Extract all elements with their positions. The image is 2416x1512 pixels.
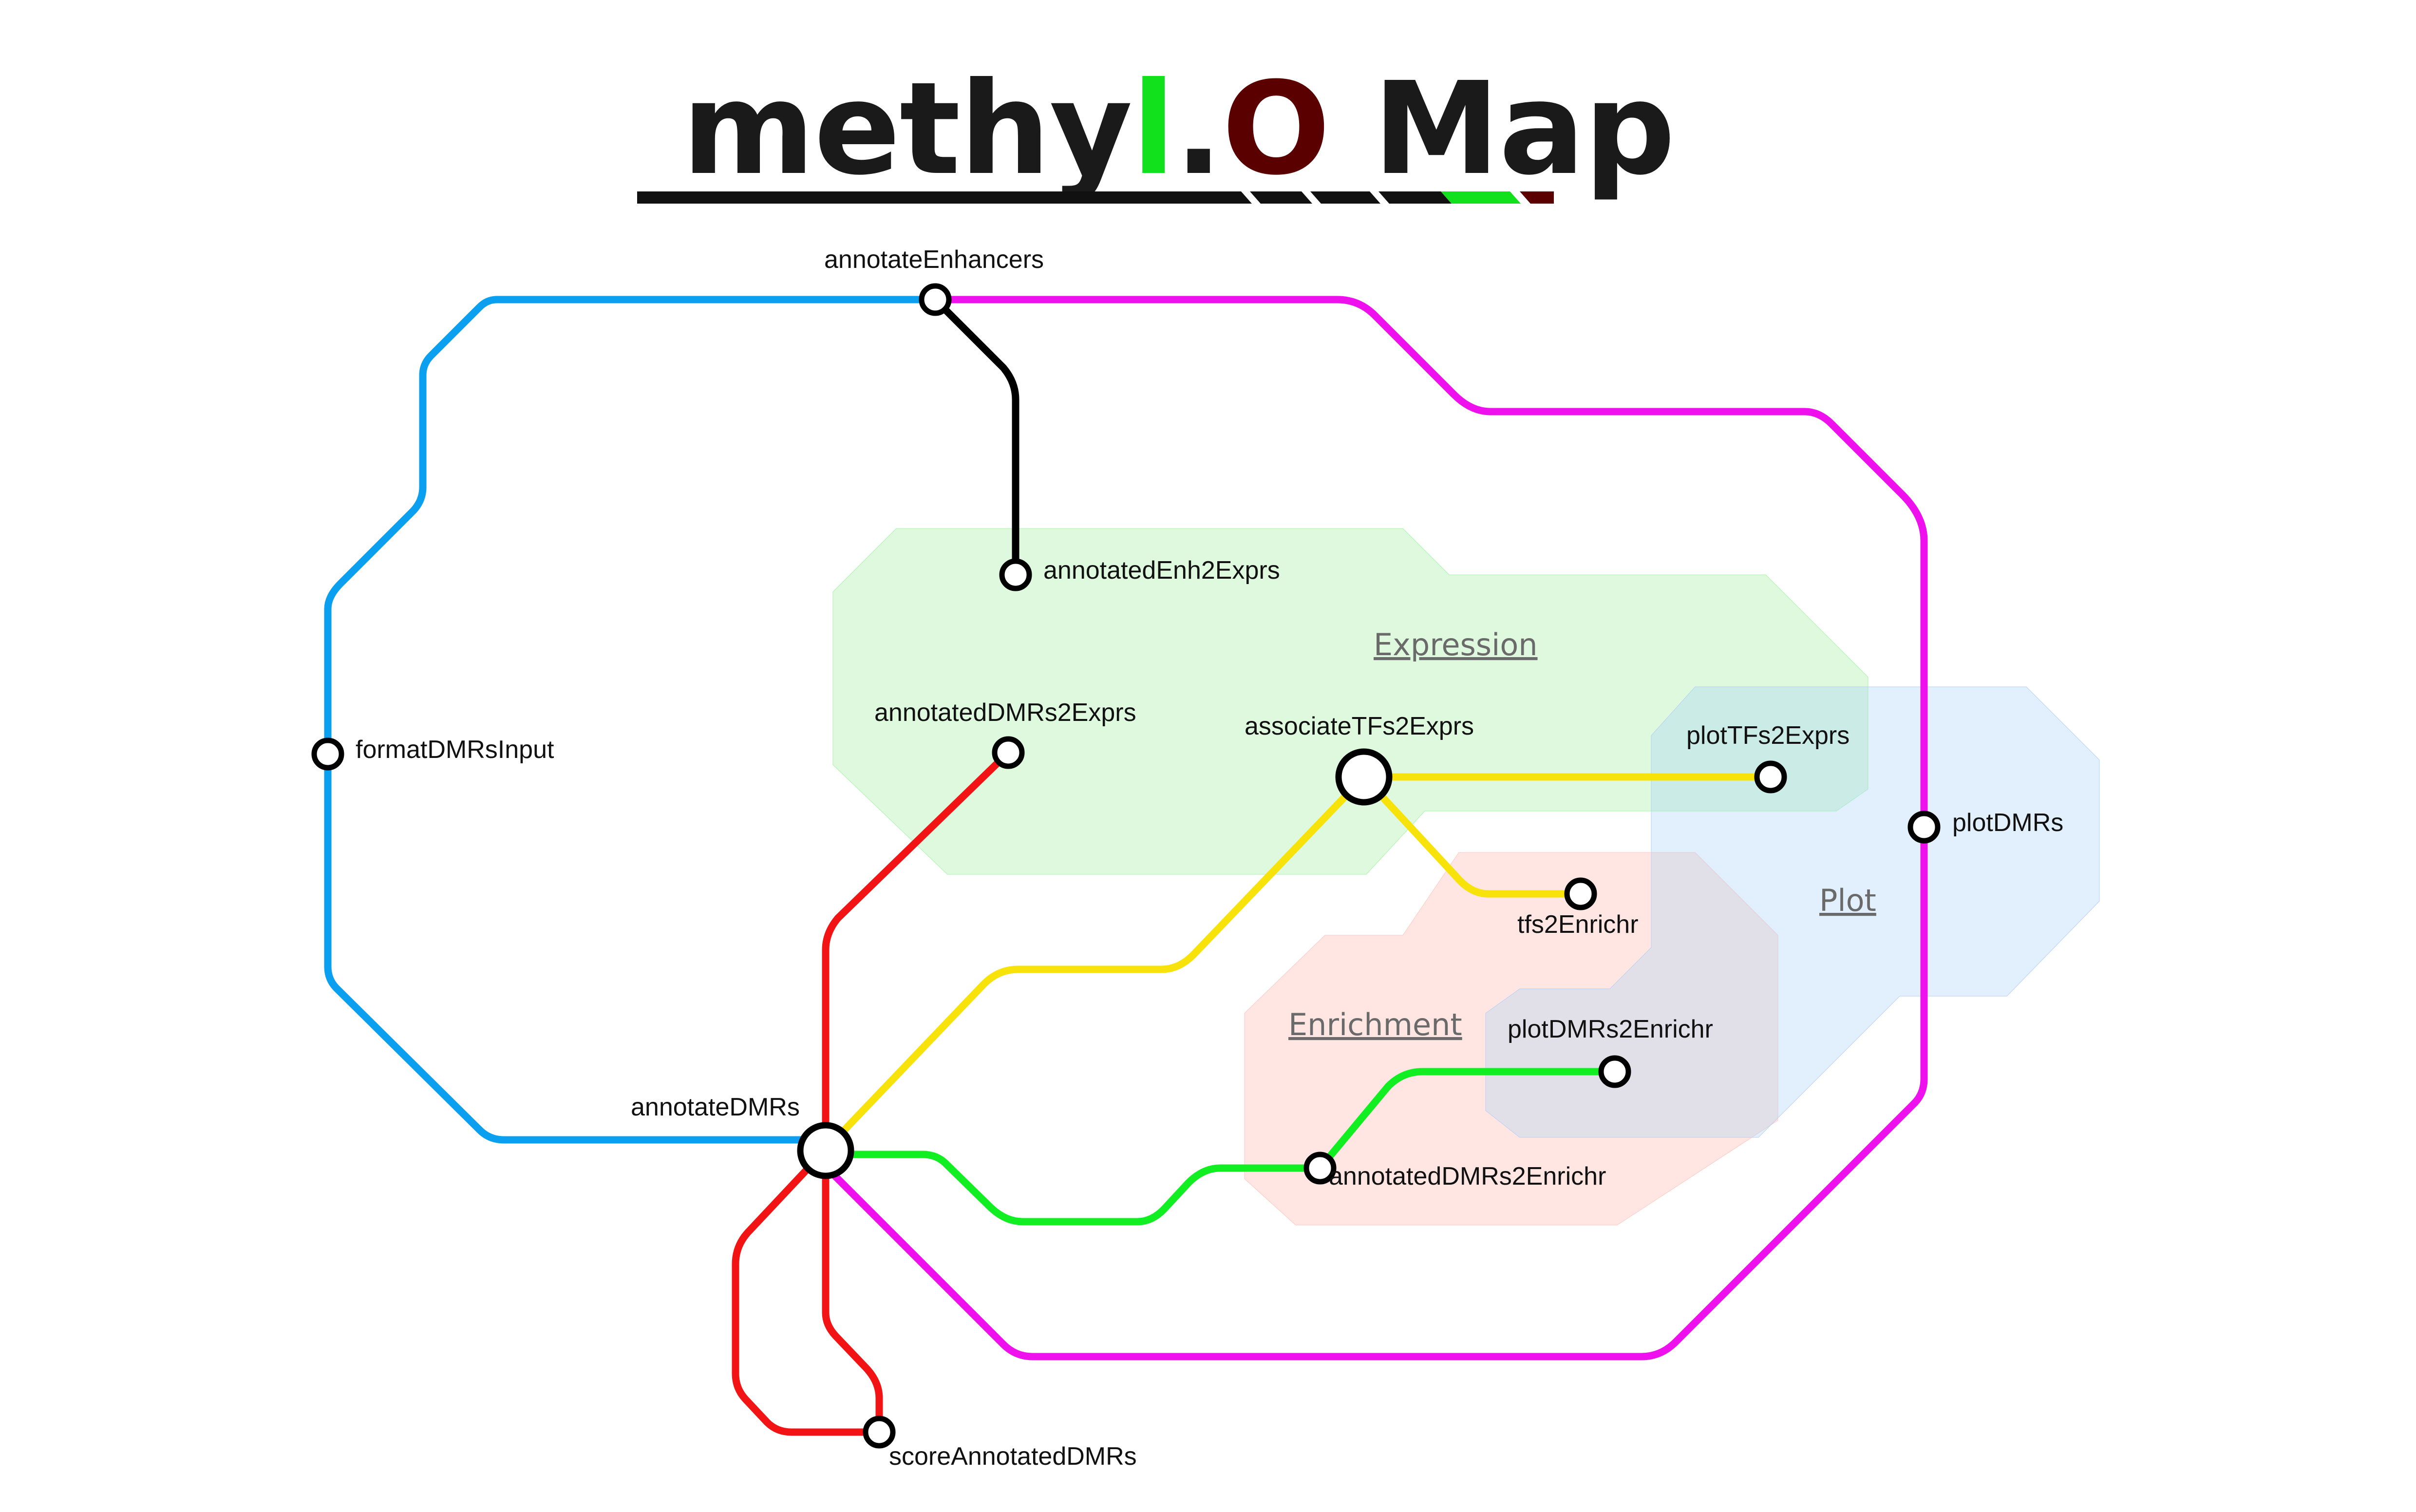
label-score-annotated-dmrs: scoreAnnotatedDMRs [889,1442,1137,1471]
zone-labels: Expression Enrichment Plot [1288,627,1876,1042]
title-part-map: Map [1329,55,1674,203]
line-green-plot [1316,1068,1619,1172]
title-part-l: l [1132,55,1174,203]
title-underline-seg-maroon [1520,191,1554,204]
zone-plot [1485,686,2100,1138]
line-yellow [822,773,1368,1153]
line-red-loop [732,1146,883,1436]
label-associate-tfs2exprs: associateTFs2Exprs [1245,712,1474,740]
label-format-dmrs-input: formatDMRsInput [356,736,554,764]
station-associate-tfs2exprs[interactable] [1335,748,1393,806]
title-part-methy: methy [682,55,1132,203]
zone-enrichment [1244,852,1778,1226]
station-annotate-enhancers[interactable] [919,283,952,316]
station-annotated-dmrs2enrichr[interactable] [1303,1152,1337,1185]
station-annotate-dmrs[interactable] [797,1122,854,1179]
zone-label-expression: Expression [1374,627,1538,662]
station-plot-dmrs2enrichr[interactable] [1598,1055,1631,1088]
zone-expression [832,528,1869,875]
title-part-o: O [1222,55,1330,203]
zones [832,528,2100,1226]
title-underline-seg-1 [637,191,1252,204]
line-yellow-enrichr [1360,773,1585,898]
station-plot-tfs2exprs[interactable] [1754,760,1787,794]
station-annotated-enh2exprs[interactable] [999,558,1032,591]
stations [311,283,1941,1449]
label-plot-dmrs: plotDMRs [1952,809,2063,837]
label-plot-dmrs2enrichr: plotDMRs2Enrichr [1508,1015,1713,1043]
map-title: methyl.O Map [637,55,1676,204]
label-annotated-dmrs2enrichr: annotatedDMRs2Enrichr [1329,1162,1606,1191]
station-plot-dmrs[interactable] [1907,811,1941,844]
title-text: methyl.O Map [682,55,1675,203]
station-annotated-dmrs2exprs[interactable] [992,736,1025,769]
line-black [931,296,1019,579]
zone-label-enrichment: Enrichment [1288,1007,1462,1042]
line-green [822,1151,1324,1226]
station-labels: annotateEnhancers annotatedEnh2Exprs for… [356,246,2063,1471]
station-tfs2enrichr[interactable] [1564,877,1597,910]
station-format-dmrs-input[interactable] [311,737,344,771]
label-annotate-enhancers: annotateEnhancers [824,246,1044,274]
line-magenta [822,296,1928,1361]
title-part-dot: . [1174,55,1222,203]
label-annotated-enh2exprs: annotatedEnh2Exprs [1043,556,1280,585]
label-tfs2enrichr: tfs2Enrichr [1517,910,1639,939]
title-underline-seg-green [1441,191,1521,204]
line-red [822,749,1012,1436]
line-blue [324,296,939,1144]
label-plot-tfs2exprs: plotTFs2Exprs [1686,721,1850,750]
title-underline-seg-2 [1250,191,1312,204]
metro-lines [324,296,1928,1436]
label-annotate-dmrs: annotateDMRs [631,1093,800,1121]
title-underline-seg-3 [1310,191,1380,204]
zone-label-plot: Plot [1819,883,1876,918]
title-underline [637,191,1554,204]
station-score-annotated-dmrs[interactable] [863,1416,896,1449]
label-annotated-dmrs2exprs: annotatedDMRs2Exprs [874,699,1136,727]
title-underline-seg-4 [1378,191,1452,204]
